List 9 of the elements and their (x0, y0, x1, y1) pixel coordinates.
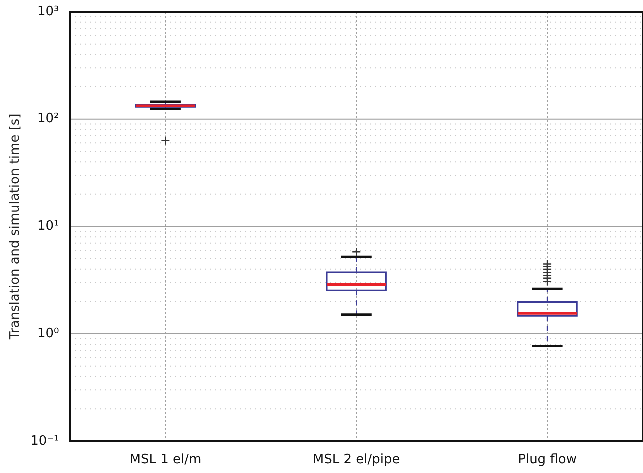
y-tick-label: 10³ (37, 4, 60, 20)
y-tick-label: 10⁰ (37, 326, 60, 342)
x-tick-label: Plug flow (518, 452, 578, 468)
y-tick-label: 10² (37, 112, 60, 127)
y-tick-label: 10¹ (37, 219, 60, 234)
x-tick-label: MSL 1 el/m (130, 452, 202, 468)
y-tick-label: 10⁻¹ (30, 434, 60, 449)
x-tick-label: MSL 2 el/pipe (312, 452, 400, 468)
y-axis-title: Translation and simulation time [s] (8, 114, 24, 341)
